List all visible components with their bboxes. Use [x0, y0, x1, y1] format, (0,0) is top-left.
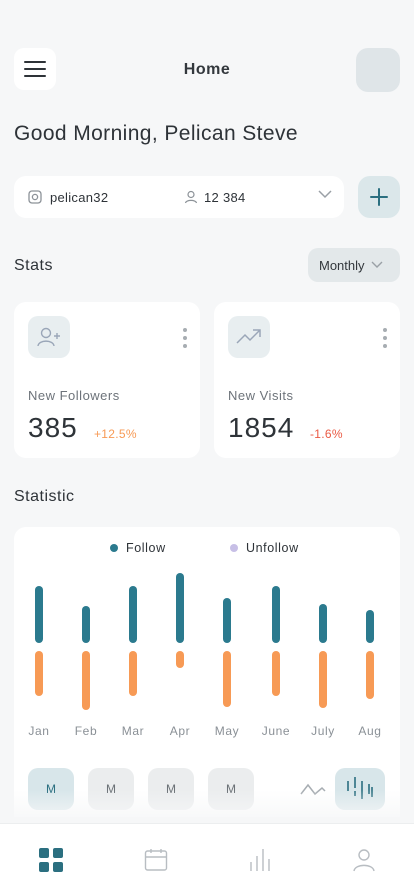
bar-unfollow-may: [223, 651, 231, 707]
bar-follow-july: [319, 604, 327, 643]
x-tick-label: June: [262, 724, 290, 738]
x-tick-label: Feb: [75, 724, 97, 738]
legend-item-unfollow: Unfollow: [230, 541, 299, 555]
bar-follow-jan: [35, 586, 43, 643]
tab-calendar[interactable]: [142, 846, 170, 874]
x-tick-label: Jan: [28, 724, 49, 738]
tab-analytics[interactable]: [246, 846, 274, 874]
chevron-down-icon: [318, 190, 332, 199]
instagram-icon: [28, 190, 42, 204]
user-icon: [184, 190, 198, 204]
plus-icon: [370, 188, 388, 206]
bar-follow-mar: [129, 586, 137, 643]
account-handle-text: pelican32: [50, 189, 109, 205]
follower-count: 12 384: [184, 190, 246, 205]
x-tick-label: Aug: [358, 724, 381, 738]
bar-follow-june: [272, 586, 280, 643]
bar-follow-may: [223, 598, 231, 643]
page-title: Home: [183, 61, 231, 78]
hamburger-icon: [24, 61, 46, 77]
period-select-value: Monthly: [319, 257, 365, 273]
more-options-icon[interactable]: [182, 328, 188, 348]
trending-up-icon: [236, 329, 261, 344]
bar-chart: Jan Feb Mar Apr May June July Aug: [28, 573, 381, 738]
avatar[interactable]: [356, 48, 400, 92]
stat-value: 1854: [228, 412, 295, 443]
x-tick-label: July: [311, 724, 335, 738]
legend-label: Unfollow: [246, 541, 299, 555]
tab-profile[interactable]: [350, 846, 378, 874]
bar-unfollow-aug: [366, 651, 374, 699]
bar-unfollow-mar: [129, 651, 137, 696]
greeting: Good Morning, Pelican Steve: [14, 122, 298, 145]
bar-unfollow-feb: [82, 651, 90, 710]
x-tick-label: May: [215, 724, 239, 738]
x-tick-label: Mar: [122, 724, 144, 738]
stats-title: Stats: [14, 257, 53, 274]
stat-card-new-visits[interactable]: New Visits 1854 -1.6%: [214, 302, 400, 458]
stat-label: New Followers: [28, 388, 120, 403]
bottom-tab-bar: [0, 823, 414, 896]
dashboard-icon: [39, 848, 63, 872]
bar-chart-icon: [250, 849, 270, 871]
bar-unfollow-july: [319, 651, 327, 708]
scroll-fade: [0, 790, 414, 824]
period-select[interactable]: Monthly: [308, 248, 400, 282]
stat-value: 385: [28, 412, 78, 443]
account-handle: pelican32: [28, 190, 184, 205]
profile-icon: [353, 849, 375, 872]
stat-change: -1.6%: [310, 427, 343, 441]
stat-icon-box: [228, 316, 270, 358]
bar-unfollow-june: [272, 651, 280, 696]
statistic-chart-card: Follow Unfollow Jan Feb Mar Apr May June July A…: [14, 527, 400, 817]
stat-change: +12.5%: [94, 427, 137, 441]
bar-follow-feb: [82, 606, 90, 643]
stat-card-new-followers[interactable]: New Followers 385 +12.5%: [14, 302, 200, 458]
more-options-icon[interactable]: [382, 328, 388, 348]
bar-unfollow-apr: [176, 651, 184, 668]
legend-dot-unfollow: [230, 544, 238, 552]
add-user-icon: [37, 327, 60, 347]
calendar-icon: [144, 849, 168, 871]
chevron-down-icon: [371, 261, 383, 268]
x-tick-label: Apr: [170, 724, 190, 738]
account-selector[interactable]: pelican32 12 384: [14, 176, 344, 218]
stat-icon-box: [28, 316, 70, 358]
bar-unfollow-jan: [35, 651, 43, 696]
bar-follow-aug: [366, 610, 374, 643]
stat-label: New Visits: [228, 388, 294, 403]
tab-dashboard[interactable]: [37, 846, 65, 874]
add-account-button[interactable]: [358, 176, 400, 218]
top-bar: Home: [14, 48, 400, 92]
legend-label: Follow: [126, 541, 166, 555]
menu-button[interactable]: [14, 48, 56, 90]
follower-count-text: 12 384: [204, 189, 246, 205]
bar-follow-apr: [176, 573, 184, 643]
legend-item-follow: Follow: [110, 541, 166, 555]
statistic-title: Statistic: [14, 488, 75, 505]
legend-dot-follow: [110, 544, 118, 552]
